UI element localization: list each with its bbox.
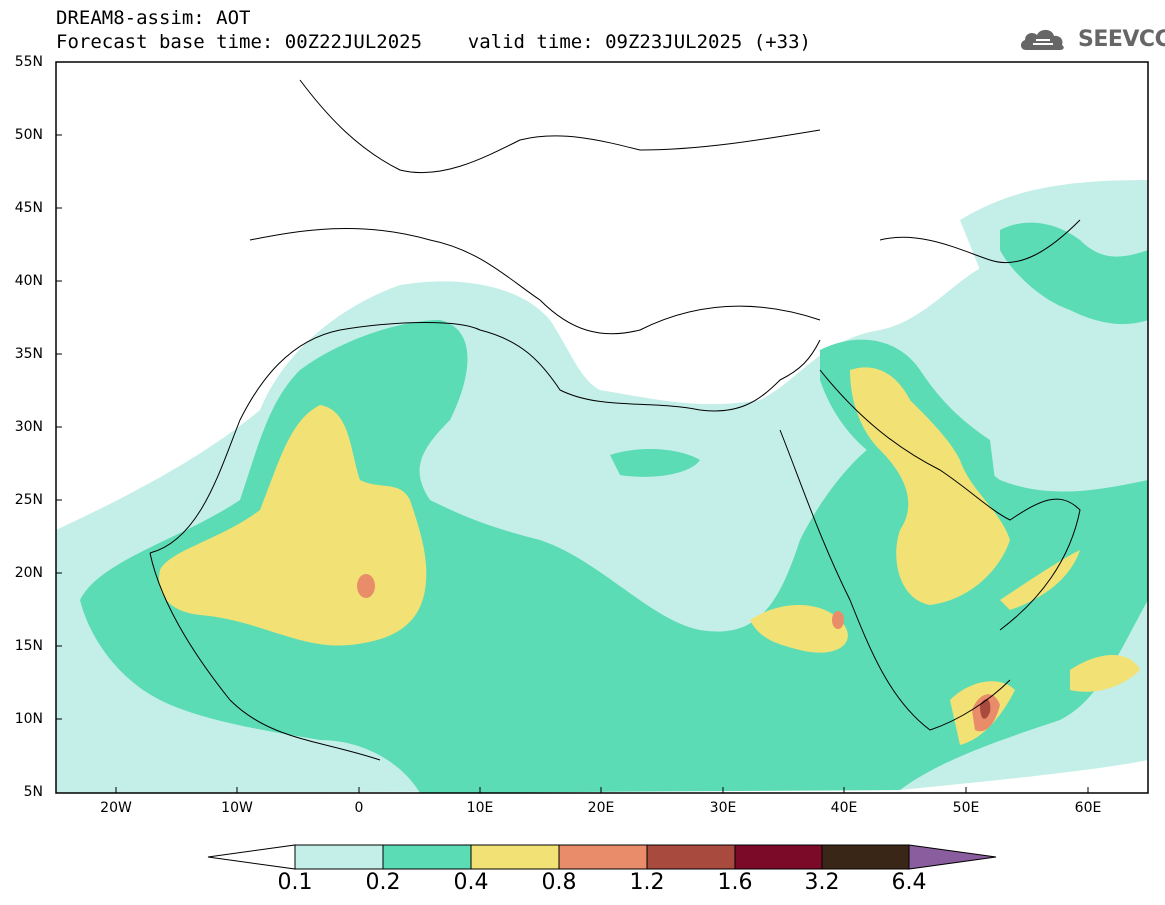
colorbar-label-3.2: 3.2 <box>804 870 840 895</box>
lat-label-5n: 5N <box>23 784 43 800</box>
colorbar-label-1.6: 1.6 <box>717 870 753 895</box>
colorbar-label-0.2: 0.2 <box>365 870 401 895</box>
logo-text: SEEVCCC <box>1078 27 1165 52</box>
lon-label-0: 0 <box>354 800 364 816</box>
lon-label-40e: 40E <box>830 800 858 816</box>
colorbar-label-0.1: 0.1 <box>277 870 313 895</box>
lon-label-60e: 60E <box>1074 800 1102 816</box>
colorbar-label-0.8: 0.8 <box>541 870 577 895</box>
lat-label-35n: 35N <box>14 346 43 362</box>
lon-label-20w: 20W <box>100 800 132 816</box>
forecast-time-subtitle: Forecast base time: 00Z22JUL2025 valid t… <box>56 31 811 53</box>
aot-contour-1.2 <box>980 699 991 719</box>
lon-label-20e: 20E <box>587 800 615 816</box>
coastlines <box>149 79 1081 761</box>
colorbar <box>207 844 997 870</box>
colorbar-label-6.4: 6.4 <box>891 870 927 895</box>
chart-title: DREAM8-assim: AOT <box>56 7 251 29</box>
lat-label-25n: 25N <box>14 492 43 508</box>
lat-label-40n: 40N <box>14 273 43 289</box>
lat-label-55n: 55N <box>14 54 43 70</box>
lon-label-10e: 10E <box>466 800 494 816</box>
lat-label-10n: 10N <box>14 711 43 727</box>
axis-ticks <box>56 61 1089 793</box>
colorbar-label-1.2: 1.2 <box>629 870 665 895</box>
lat-label-45n: 45N <box>14 200 43 216</box>
lat-label-20n: 20N <box>14 565 43 581</box>
lat-label-30n: 30N <box>14 419 43 435</box>
colorbar-label-0.4: 0.4 <box>453 870 489 895</box>
lat-label-50n: 50N <box>14 127 43 143</box>
lon-label-30e: 30E <box>709 800 737 816</box>
lon-label-50e: 50E <box>952 800 980 816</box>
lon-label-10w: 10W <box>221 800 253 816</box>
cloud-icon <box>1020 29 1064 50</box>
lat-label-15n: 15N <box>14 638 43 654</box>
